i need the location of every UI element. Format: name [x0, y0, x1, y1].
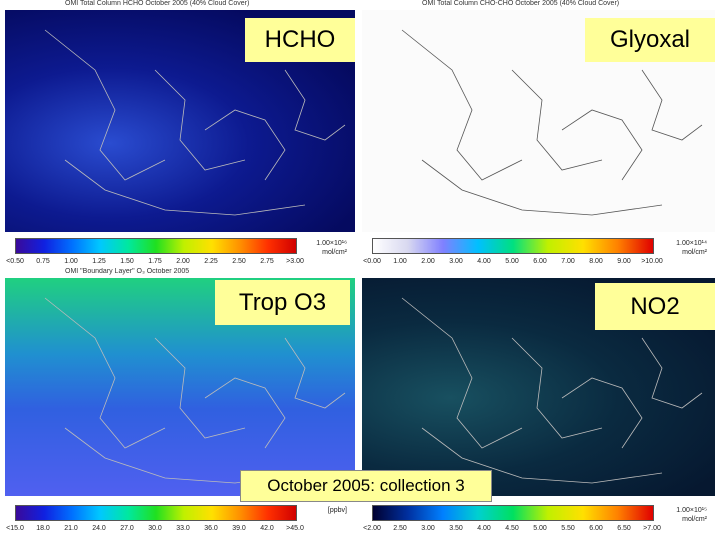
colorbar-unit: 1.00×10¹⁵: [676, 507, 707, 514]
panel-label: NO2: [595, 283, 715, 330]
panel-title: OMI "Boundary Layer" O₃ October 2005: [65, 268, 190, 275]
coastline: [561, 377, 643, 449]
colorbar-tick-label: 3.00: [449, 258, 463, 265]
colorbar-tick-label: 9.00: [617, 258, 631, 265]
colorbar-tick-label: 4.50: [505, 525, 519, 532]
colorbar-tick-label: 7.00: [561, 258, 575, 265]
colorbar-tick-label: >10.00: [641, 258, 663, 265]
colorbar-unit: mol/cm²: [322, 249, 347, 256]
panel-title: OMI Total Column HCHO October 2005 (40% …: [65, 0, 250, 7]
colorbar-tick-label: 3.50: [449, 525, 463, 532]
colorbar-tick-label: 1.75: [148, 258, 162, 265]
coastline: [284, 337, 346, 409]
coastline: [44, 29, 166, 181]
coastline: [204, 377, 286, 449]
coastline: [154, 337, 246, 439]
colorbar-tick-label: <15.0: [6, 525, 24, 532]
colorbar-tick-label: 5.50: [561, 525, 575, 532]
colorbar-unit: mol/cm²: [682, 249, 707, 256]
panel-label: Trop O3: [215, 280, 350, 325]
coastline: [284, 69, 346, 141]
coastline: [511, 337, 603, 439]
coastline: [511, 69, 603, 171]
coastline: [64, 159, 306, 216]
panel-label: HCHO: [245, 18, 355, 62]
coastlines: [44, 29, 346, 216]
coastline: [421, 427, 663, 484]
colorbar: [15, 505, 297, 521]
colorbar-tick-label: 18.0: [36, 525, 50, 532]
colorbar-tick-label: 6.00: [589, 525, 603, 532]
colorbar-tick-label: 6.00: [533, 258, 547, 265]
colorbar-tick-label: 2.00: [176, 258, 190, 265]
colorbar-tick-label: >45.0: [286, 525, 304, 532]
colorbar-tick-label: <2.00: [363, 525, 381, 532]
colorbar-tick-label: >7.00: [643, 525, 661, 532]
coastline: [641, 69, 703, 141]
colorbar-unit: [ppbv]: [327, 507, 347, 514]
colorbar: [372, 505, 654, 521]
coastline: [421, 159, 663, 216]
caption: October 2005: collection 3: [240, 470, 492, 502]
colorbar-tick-label: 6.50: [617, 525, 631, 532]
colorbar-tick-label: 36.0: [204, 525, 218, 532]
colorbar-tick-label: 24.0: [92, 525, 106, 532]
colorbar-unit: 1.00×10¹⁴: [676, 240, 707, 247]
colorbar-tick-label: 2.75: [260, 258, 274, 265]
coastline: [641, 337, 703, 409]
colorbar-tick-label: 5.00: [505, 258, 519, 265]
colorbar-tick-label: <0.50: [6, 258, 24, 265]
colorbar-tick-label: 1.25: [92, 258, 106, 265]
colorbar-tick-label: >3.00: [286, 258, 304, 265]
colorbar-tick-label: 33.0: [176, 525, 190, 532]
colorbar-tick-label: 1.00: [64, 258, 78, 265]
coastline: [204, 109, 286, 181]
colorbar-tick-label: 5.00: [533, 525, 547, 532]
colorbar-unit: 1.00×10¹⁶: [316, 240, 347, 247]
colorbar-tick-label: 3.00: [421, 525, 435, 532]
colorbar-tick-label: 39.0: [232, 525, 246, 532]
coastline: [401, 297, 523, 449]
colorbar-tick-label: 0.75: [36, 258, 50, 265]
colorbar-tick-label: 27.0: [120, 525, 134, 532]
colorbar-tick-label: 42.0: [260, 525, 274, 532]
colorbar-tick-label: 2.50: [393, 525, 407, 532]
colorbar-tick-label: 2.00: [421, 258, 435, 265]
colorbar-tick-label: 2.25: [204, 258, 218, 265]
colorbar: [372, 238, 654, 254]
coastlines: [401, 29, 703, 216]
colorbar-tick-label: <0.00: [363, 258, 381, 265]
colorbar-unit: mol/cm²: [682, 516, 707, 523]
panel-label: Glyoxal: [585, 18, 715, 62]
colorbar-tick-label: 1.00: [393, 258, 407, 265]
colorbar-tick-label: 21.0: [64, 525, 78, 532]
coastline: [561, 109, 643, 181]
panel-title: OMI Total Column CHO-CHO October 2005 (4…: [422, 0, 620, 7]
colorbar-tick-label: 2.50: [232, 258, 246, 265]
colorbar-tick-label: 30.0: [148, 525, 162, 532]
colorbar-tick-label: 4.00: [477, 258, 491, 265]
colorbar-tick-label: 8.00: [589, 258, 603, 265]
coastline: [154, 69, 246, 171]
colorbar-tick-label: 1.50: [120, 258, 134, 265]
colorbar: [15, 238, 297, 254]
coastline: [44, 297, 166, 449]
coastline: [401, 29, 523, 181]
coastlines: [401, 297, 703, 484]
colorbar-tick-label: 4.00: [477, 525, 491, 532]
